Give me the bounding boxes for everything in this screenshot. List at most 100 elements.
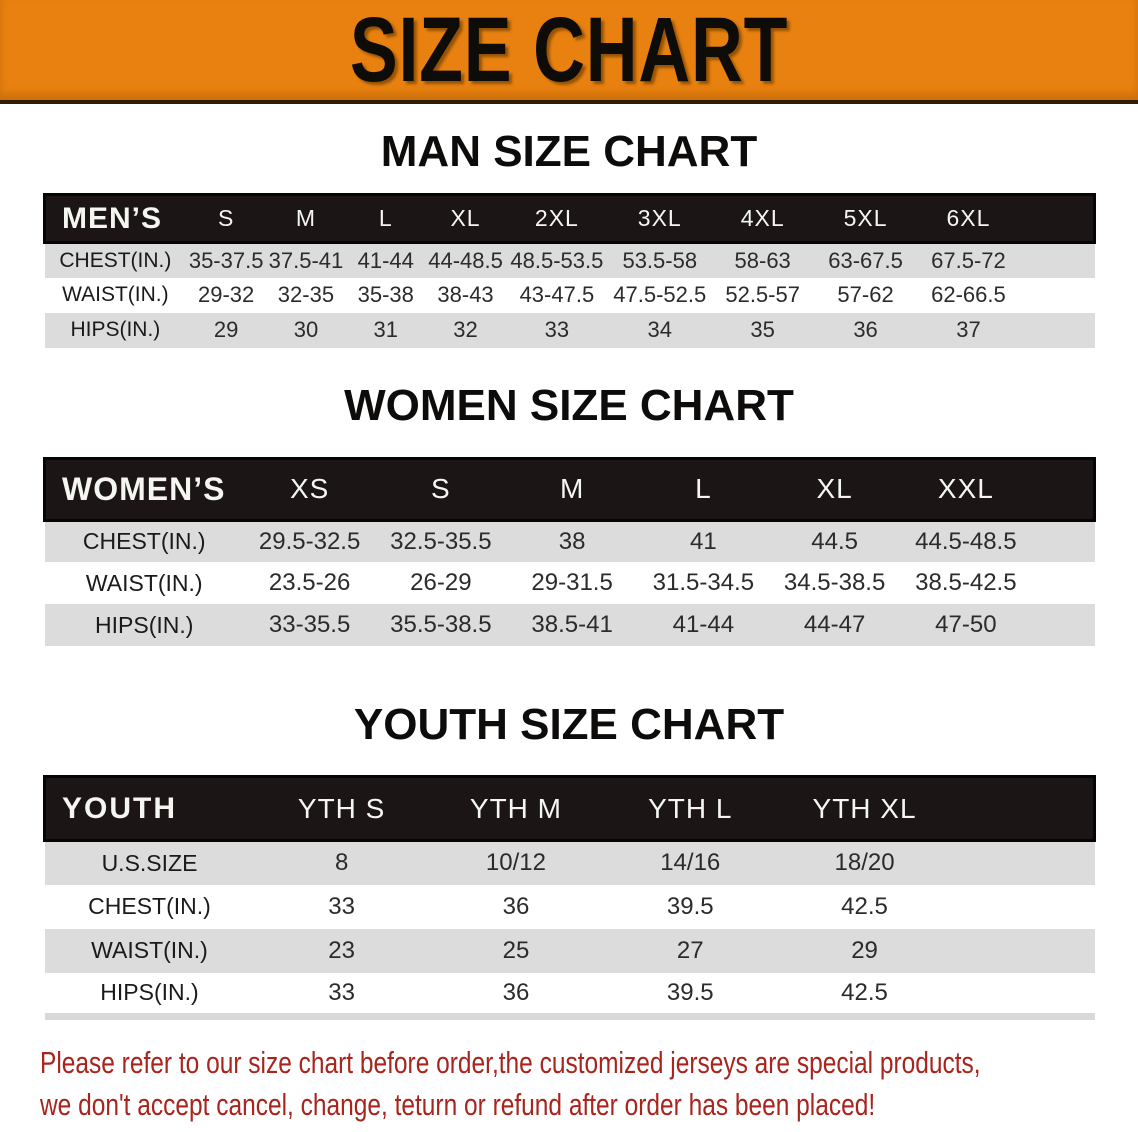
measurement-value-cell: 44-47: [803, 611, 866, 638]
row-spacer: [952, 885, 1095, 929]
measurement-value-cell: 36: [502, 978, 530, 1006]
measurement-value-cell: 32-35: [277, 282, 335, 307]
men-size-table: MEN’S S M L XL 2XL 3XL 4XL 5XL 6XL CHEST(IN.) 35-37…: [43, 193, 1096, 348]
table-row: U.S.SIZE 8 10/12 14/16 18/20: [44, 840, 1095, 885]
size-column-header: S: [375, 456, 507, 522]
measurement-value-cell: 35-38: [357, 282, 414, 307]
disclaimer-line-1: Please refer to our size chart before or…: [40, 1045, 981, 1080]
size-header-row: WOMEN’S XS S M L XL XXL: [43, 456, 1096, 522]
table-group-label: WOMEN’S: [43, 456, 244, 522]
measurement-value-cell: 47-50: [935, 611, 997, 638]
measurement-value-cell: 31: [373, 317, 398, 342]
measurement-value-cell: 29.5-32.5: [258, 527, 361, 555]
measurement-value-cell: 39.5: [666, 978, 714, 1006]
row-spacer: [1020, 278, 1095, 313]
measurement-value-cell: 47.5-52.5: [613, 282, 707, 307]
measurement-value-cell: 44-48.5: [428, 247, 503, 273]
row-spacer: [952, 841, 1095, 885]
measurement-value-cell: 29-31.5: [531, 569, 613, 596]
header-spacer: [951, 775, 1096, 842]
measurement-value-cell: 41-44: [357, 247, 414, 273]
size-column-header: YTH M: [428, 775, 604, 842]
size-chart-banner: SIZE CHART: [0, 0, 1138, 104]
size-column-header: 2XL: [505, 193, 609, 244]
table-row: CHEST(IN.) 29.5-32.5 32.5-35.5 38 41 44.5 44.5…: [44, 520, 1095, 562]
measurement-value-cell: 36: [853, 317, 878, 342]
row-spacer: [1032, 604, 1095, 646]
measurement-row-label: CHEST(IN.): [82, 528, 206, 555]
measurement-value-cell: 32.5-35.5: [390, 527, 492, 555]
measurement-value-cell: 33-35.5: [268, 611, 351, 638]
measurement-row-label: WAIST(IN.): [85, 569, 203, 596]
measurement-value-cell: 42.5: [841, 892, 888, 920]
measurement-value-cell: 23: [328, 936, 355, 964]
measurement-value-cell: 52.5-57: [725, 282, 800, 307]
row-spacer: [1020, 313, 1095, 348]
measurement-value-cell: 25: [502, 936, 530, 964]
size-column-header: 6XL: [917, 193, 1020, 244]
measurement-value-cell: 39.5: [666, 892, 714, 920]
size-column-header: XL: [425, 193, 506, 244]
disclaimer-line-2: we don't accept cancel, change, teturn o…: [40, 1087, 876, 1122]
order-disclaimer: Please refer to our size chart before or…: [40, 1042, 1138, 1126]
banner-title: SIZE CHART: [349, 0, 789, 101]
table-row: CHEST(IN.) 35-37.5 37.5-41 41-44 44-48.5 48.5…: [44, 242, 1095, 278]
measurement-value-cell: 23.5-26: [268, 569, 351, 596]
measurement-value-cell: 29: [213, 317, 239, 342]
measurement-value-cell: 57-62: [837, 282, 894, 307]
measurement-value-cell: 30: [293, 317, 319, 342]
table-row: WAIST(IN.) 23.5-26 26-29 29-31.5 31.5-34.5 34…: [44, 562, 1095, 604]
size-column-header: 4XL: [711, 193, 815, 244]
women-section-title: WOMEN SIZE CHART: [344, 380, 794, 430]
table-group-label: MEN’S: [43, 193, 187, 244]
men-section-title: MAN SIZE CHART: [380, 127, 758, 176]
measurement-value-cell: 31.5-34.5: [652, 569, 755, 596]
size-column-header: XXL: [900, 456, 1032, 522]
size-column-header: YTH XL: [777, 775, 952, 842]
measurement-row-label: WAIST(IN.): [62, 283, 169, 306]
measurement-value-cell: 43-47.5: [519, 282, 595, 307]
measurement-value-cell: 63-67.5: [828, 247, 903, 273]
measurement-value-cell: 29: [851, 936, 878, 964]
measurement-row-label: HIPS(IN.): [70, 318, 161, 341]
measurement-value-cell: 38-43: [437, 282, 494, 307]
youth-section-title: YOUTH SIZE CHART: [353, 700, 785, 749]
measurement-value-cell: 36: [502, 892, 530, 920]
row-spacer: [1032, 520, 1095, 562]
measurement-value-cell: 34.5-38.5: [783, 569, 886, 596]
row-spacer: [1032, 562, 1095, 604]
measurement-row-label: HIPS(IN.): [95, 611, 194, 638]
measurement-value-cell: 67.5-72: [931, 247, 1006, 273]
header-spacer: [1019, 193, 1096, 244]
size-column-header: XL: [769, 456, 901, 522]
measurement-value-cell: 62-66.5: [931, 282, 1006, 307]
size-column-header: XS: [244, 456, 376, 522]
table-row: HIPS(IN.) 29 30 31 32 33 34 35 36 37: [44, 312, 1095, 348]
size-header-row: MEN’S S M L XL 2XL 3XL 4XL 5XL 6XL: [43, 193, 1096, 244]
measurement-value-cell: 26-29: [410, 569, 472, 596]
measurement-value-cell: 41: [690, 527, 717, 555]
measurement-value-cell: 42.5: [841, 978, 888, 1006]
measurement-value-cell: 32: [453, 317, 478, 342]
measurement-value-cell: 38.5-41: [531, 611, 613, 638]
measurement-row-label: U.S.SIZE: [101, 849, 198, 876]
youth-size-table: YOUTH YTH S YTH M YTH L YTH XL U.S.SIZE 8 10/12…: [43, 775, 1096, 1020]
measurement-value-cell: 38.5-42.5: [915, 569, 1017, 596]
measurement-value-cell: 37: [956, 317, 981, 342]
measurement-value-cell: 33: [328, 978, 355, 1006]
measurement-value-cell: 8: [334, 849, 349, 877]
measurement-value-cell: 34: [647, 317, 673, 342]
measurement-value-cell: 29-32: [198, 282, 255, 307]
size-column-header: 3XL: [608, 193, 712, 244]
measurement-row-label: WAIST(IN.): [91, 937, 208, 963]
measurement-value-cell: 58-63: [734, 247, 791, 273]
measurement-value-cell: 44.5: [811, 527, 858, 555]
measurement-row-label: HIPS(IN.): [100, 979, 199, 1006]
size-column-header: 5XL: [814, 193, 917, 244]
size-column-header: YTH L: [603, 775, 778, 842]
women-size-table: WOMEN’S XS S M L XL XXL CHEST(IN.) 29.5-32.5 32.5…: [43, 456, 1096, 646]
table-row: HIPS(IN.) 33-35.5 35.5-38.5 38.5-41 41-44 44-…: [44, 604, 1095, 646]
measurement-value-cell: 41-44: [672, 611, 735, 638]
size-column-header: S: [186, 193, 267, 244]
table-row: CHEST(IN.) 33 36 39.5 42.5: [44, 884, 1095, 929]
